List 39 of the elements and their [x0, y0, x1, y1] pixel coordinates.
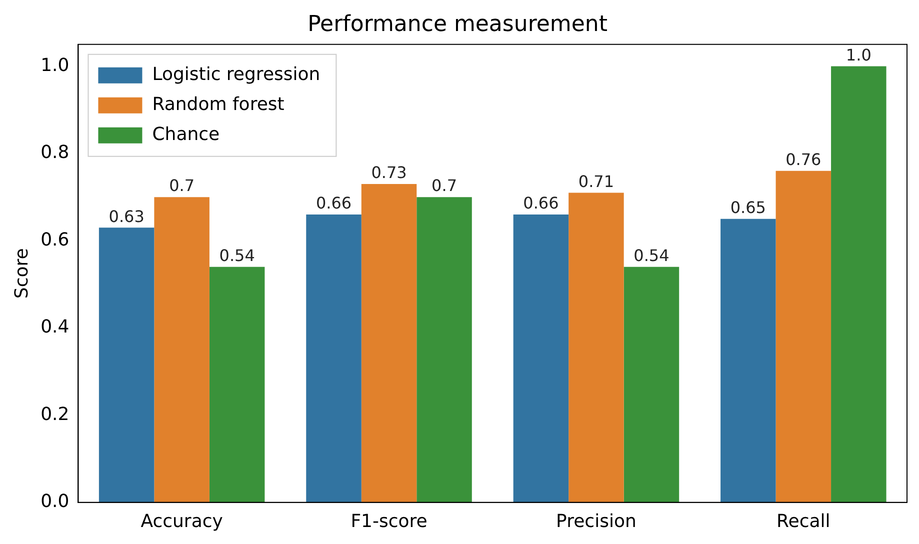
- x-tick-label: Recall: [776, 510, 830, 532]
- bar: [720, 218, 776, 502]
- x-tick-label: Accuracy: [140, 510, 224, 532]
- bar: [831, 66, 886, 502]
- data-label: 0.63: [108, 206, 144, 226]
- bar: [513, 214, 569, 502]
- legend-label: Random forest: [152, 94, 284, 116]
- data-label: 0.71: [578, 172, 614, 191]
- data-label: 1.0: [846, 45, 872, 64]
- data-label: 0.54: [634, 246, 670, 266]
- data-label: 0.66: [523, 194, 559, 213]
- y-tick-label: 0.4: [40, 316, 70, 338]
- bar: [568, 192, 624, 502]
- x-tick-label: Precision: [556, 510, 636, 532]
- data-label: 0.7: [432, 176, 457, 196]
- bar: [361, 184, 417, 502]
- legend-label: Chance: [152, 124, 220, 146]
- y-axis-title: Score: [11, 248, 32, 299]
- data-label: 0.65: [730, 198, 766, 218]
- data-label: 0.66: [316, 194, 352, 213]
- bar: [98, 228, 154, 502]
- bar: [416, 197, 472, 502]
- bar: [209, 266, 265, 502]
- bar: [776, 170, 832, 502]
- data-label: 0.76: [786, 150, 822, 170]
- chart-title: Performance measurement: [308, 12, 608, 37]
- y-tick-label: 0.8: [40, 142, 70, 164]
- data-label: 0.54: [219, 246, 255, 266]
- x-tick-label: F1-score: [350, 510, 428, 532]
- data-label: 0.7: [169, 176, 195, 196]
- legend-label: Logistic regression: [152, 64, 320, 86]
- bar: [154, 197, 210, 502]
- y-tick-label: 0.2: [40, 404, 70, 425]
- y-tick-label: 0.6: [40, 229, 70, 250]
- bar: [624, 266, 680, 502]
- y-tick-label: 1.0: [40, 54, 70, 76]
- bar: [306, 214, 362, 502]
- data-label: 0.73: [371, 163, 407, 182]
- y-tick-label: 0.0: [40, 491, 70, 512]
